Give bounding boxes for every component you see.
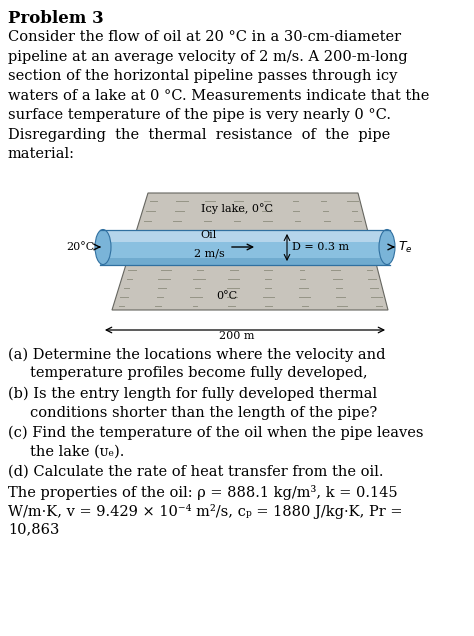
Text: Disregarding  the  thermal  resistance  of  the  pipe: Disregarding the thermal resistance of t… bbox=[8, 127, 390, 141]
Text: (d) Calculate the rate of heat transfer from the oil.: (d) Calculate the rate of heat transfer … bbox=[8, 465, 383, 479]
Polygon shape bbox=[100, 230, 390, 265]
Text: D = 0.3 m: D = 0.3 m bbox=[292, 242, 349, 252]
Text: conditions shorter than the length of the pipe?: conditions shorter than the length of th… bbox=[30, 406, 377, 420]
Ellipse shape bbox=[379, 230, 395, 265]
Text: W/m·K, v = 9.429 × 10⁻⁴ m²/s, cₚ = 1880 J/kg·K, Pr =: W/m·K, v = 9.429 × 10⁻⁴ m²/s, cₚ = 1880 … bbox=[8, 504, 402, 519]
Text: 200 m: 200 m bbox=[219, 331, 255, 341]
Text: material:: material: bbox=[8, 147, 75, 161]
Text: Problem 3: Problem 3 bbox=[8, 10, 104, 27]
Text: surface temperature of the pipe is very nearly 0 °C.: surface temperature of the pipe is very … bbox=[8, 108, 391, 122]
Text: 0°C: 0°C bbox=[217, 291, 237, 301]
Text: waters of a lake at 0 °C. Measurements indicate that the: waters of a lake at 0 °C. Measurements i… bbox=[8, 88, 429, 102]
Text: (a) Determine the locations where the velocity and: (a) Determine the locations where the ve… bbox=[8, 348, 385, 363]
Text: Icy lake, 0°C: Icy lake, 0°C bbox=[201, 204, 273, 214]
Text: the lake (ᴜₑ).: the lake (ᴜₑ). bbox=[30, 445, 124, 459]
Text: (b) Is the entry length for fully developed thermal: (b) Is the entry length for fully develo… bbox=[8, 387, 377, 401]
Text: section of the horizontal pipeline passes through icy: section of the horizontal pipeline passe… bbox=[8, 69, 397, 83]
Text: Oil: Oil bbox=[201, 230, 217, 240]
Text: $T_e$: $T_e$ bbox=[398, 239, 413, 254]
Text: The properties of the oil: ρ = 888.1 kg/m³, k = 0.145: The properties of the oil: ρ = 888.1 kg/… bbox=[8, 485, 398, 501]
Polygon shape bbox=[100, 230, 390, 242]
Text: (c) Find the temperature of the oil when the pipe leaves: (c) Find the temperature of the oil when… bbox=[8, 426, 423, 440]
Text: temperature profiles become fully developed,: temperature profiles become fully develo… bbox=[30, 366, 368, 380]
Polygon shape bbox=[100, 258, 390, 265]
Polygon shape bbox=[112, 193, 388, 310]
Text: 10,863: 10,863 bbox=[8, 523, 59, 537]
Text: 20°C: 20°C bbox=[67, 242, 95, 252]
Text: Consider the flow of oil at 20 °C in a 30-cm-diameter: Consider the flow of oil at 20 °C in a 3… bbox=[8, 30, 401, 44]
Text: 2 m/s: 2 m/s bbox=[193, 249, 224, 259]
Text: pipeline at an average velocity of 2 m/s. A 200-m-long: pipeline at an average velocity of 2 m/s… bbox=[8, 50, 408, 64]
Ellipse shape bbox=[95, 230, 111, 265]
